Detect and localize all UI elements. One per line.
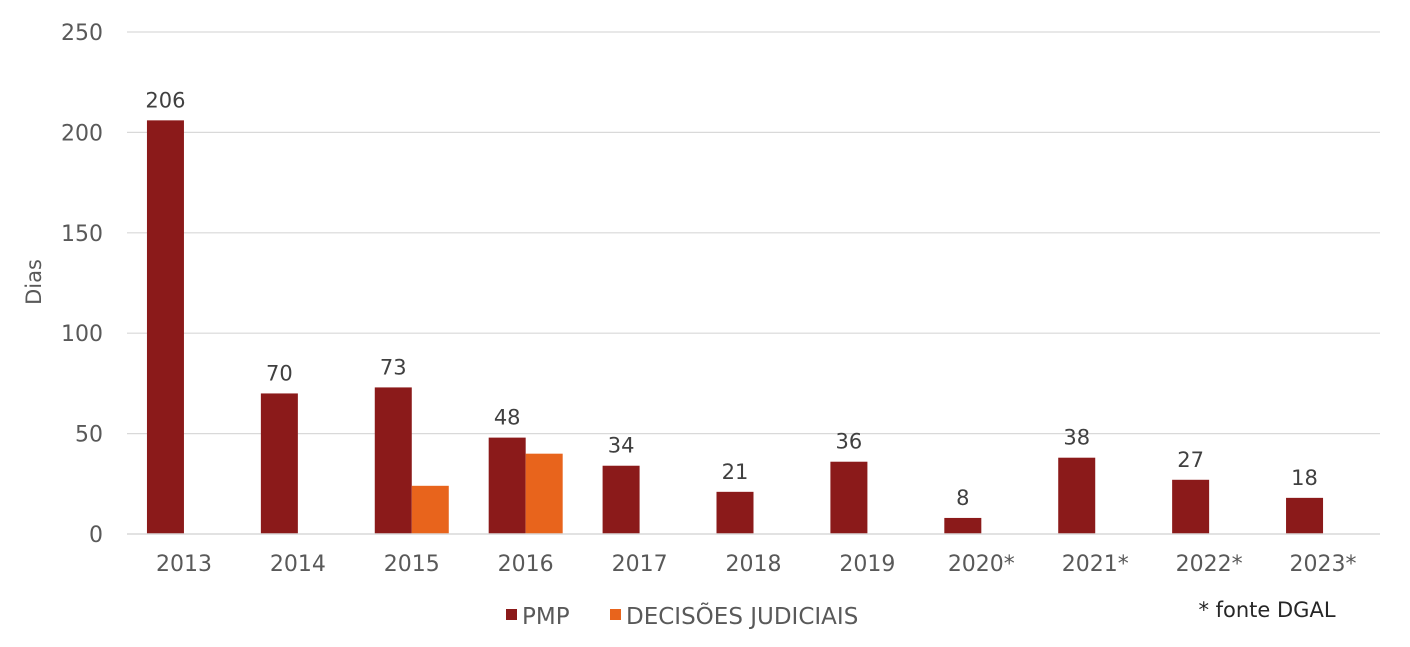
data-label: 21 (722, 460, 749, 484)
bar-pmp (830, 461, 868, 534)
data-label: 73 (380, 355, 407, 379)
y-axis-ticks: 0 50 100 150 200 250 (61, 21, 103, 548)
bar-pmp (146, 120, 184, 535)
y-tick-label: 250 (61, 21, 103, 46)
data-label: 48 (494, 406, 521, 430)
x-tick-label: 2018 (726, 552, 782, 577)
legend-swatch (506, 609, 517, 620)
data-label: 38 (1063, 426, 1090, 450)
bars (146, 120, 1324, 535)
bar-pmp (260, 393, 298, 534)
bar-pmp (944, 517, 982, 534)
x-tick-label: 2014 (270, 552, 326, 577)
source-note: * fonte DGAL (1198, 598, 1335, 622)
bar-pmp (1058, 457, 1096, 534)
data-label: 36 (836, 430, 863, 454)
y-tick-label: 0 (89, 523, 103, 548)
bar-decisoes-judiciais (525, 453, 563, 534)
x-tick-label: 2017 (612, 552, 668, 577)
bar-pmp (1286, 497, 1324, 534)
data-label: 70 (266, 361, 293, 385)
data-label: 34 (608, 434, 635, 458)
bar-pmp (1172, 479, 1210, 534)
bar-pmp (716, 491, 754, 534)
y-tick-label: 200 (61, 121, 103, 146)
y-tick-label: 100 (61, 322, 103, 347)
bar-pmp (488, 437, 526, 534)
data-label: 18 (1291, 466, 1318, 490)
legend-item-pmp: PMP (506, 604, 570, 630)
y-tick-label: 50 (75, 423, 103, 448)
y-axis-label: Dias (22, 259, 46, 305)
bar-pmp (374, 387, 412, 534)
x-tick-label: 2020* (948, 552, 1015, 577)
y-tick-label: 150 (61, 222, 103, 247)
x-axis-ticks: 2013 2014 2015 2016 2017 2018 2019 2020* 2021* 20… (156, 552, 1357, 577)
bar-pmp (602, 465, 640, 534)
data-label: 8 (956, 486, 969, 510)
x-tick-label: 2016 (498, 552, 554, 577)
legend-item-decisoes-judiciais: DECISÕES JUDICIAIS (610, 601, 858, 630)
legend-label: PMP (522, 604, 570, 630)
legend-swatch (610, 609, 621, 620)
x-tick-label: 2015 (384, 552, 440, 577)
bar-decisoes-judiciais (411, 485, 449, 534)
x-tick-label: 2019 (839, 552, 895, 577)
gridlines (127, 31, 1380, 435)
data-label: 27 (1177, 448, 1204, 472)
data-labels: 206 70 73 48 34 21 36 8 38 27 18 (145, 88, 1318, 510)
legend-label: DECISÕES JUDICIAIS (626, 601, 858, 630)
x-tick-label: 2023* (1290, 552, 1357, 577)
x-tick-label: 2021* (1062, 552, 1129, 577)
x-tick-label: 2013 (156, 552, 212, 577)
legend: PMP DECISÕES JUDICIAIS (506, 601, 858, 630)
x-tick-label: 2022* (1176, 552, 1243, 577)
data-label: 206 (145, 88, 185, 112)
